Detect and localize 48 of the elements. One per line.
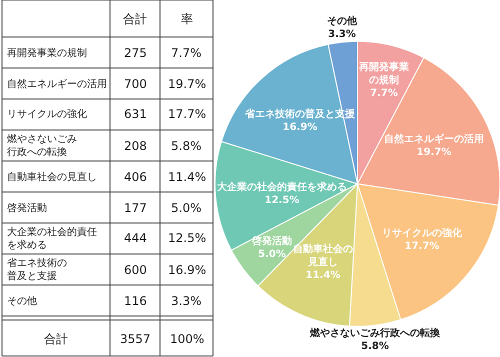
text: 12.5% (168, 231, 206, 245)
data-label: 5.8% (361, 341, 389, 352)
slice-label: その他 (327, 15, 358, 27)
category-label: 自然エネルギーの活用 (7, 78, 107, 90)
text: 19.7% (168, 77, 206, 91)
category-label: リサイクルの強化 (7, 108, 87, 120)
data-label: 631 (124, 107, 147, 121)
text: 合計 (44, 332, 68, 346)
data-label: 700 (124, 77, 147, 91)
data-label: 208 (124, 139, 147, 153)
slice-label: 再開発事業の規制 (358, 61, 409, 86)
text: 11.4% (168, 170, 206, 184)
data-label: 19.7% (416, 147, 452, 158)
text: 100% (170, 332, 204, 346)
text: 17.7% (168, 107, 206, 121)
data-label: 5.0% (258, 249, 286, 260)
data-label: 17.7% (404, 241, 440, 252)
data-label: 275 (124, 46, 147, 60)
data-label: 3.3% (328, 29, 356, 40)
data-label: 406 (124, 170, 147, 184)
data-label: 11.4% (306, 270, 340, 281)
text: 16.9% (168, 263, 206, 277)
category-label: 自動車社会の見直し (7, 171, 97, 183)
text: 5.8% (171, 139, 202, 153)
data-label: 16.9% (282, 122, 318, 133)
data-label: 116 (124, 294, 147, 308)
slice-label: 大企業の社会的責任を求める (216, 181, 347, 193)
category-label: 再開発事業の規制 (7, 47, 87, 59)
text: 合計 (123, 12, 147, 26)
data-label: 12.5% (264, 195, 300, 206)
category-label: 省エネ技術の普及と支援 (7, 257, 67, 282)
data-label: 600 (124, 263, 147, 277)
text: 5.0% (171, 201, 202, 215)
category-label: その他 (7, 295, 37, 307)
category-label: 啓発活動 (7, 202, 47, 214)
slice-label: 啓発活動 (251, 235, 292, 247)
slice-label: リサイクルの強化 (382, 227, 463, 239)
data-label: 177 (124, 201, 147, 215)
text: 率 (181, 12, 193, 26)
text: 3557 (120, 332, 151, 346)
category-label: 大企業の社会的責任を求める (7, 226, 97, 251)
data-label: 444 (124, 231, 147, 245)
category-label: 燃やさないごみ行政への転換 (7, 133, 77, 158)
slice-label: 自然エネルギーの活用 (384, 133, 484, 145)
text: 7.7% (171, 46, 202, 60)
data-label: 7.7% (370, 88, 398, 99)
text: 3.3% (171, 294, 202, 308)
slice-label: 燃やさないごみ行政への転換 (309, 327, 441, 339)
